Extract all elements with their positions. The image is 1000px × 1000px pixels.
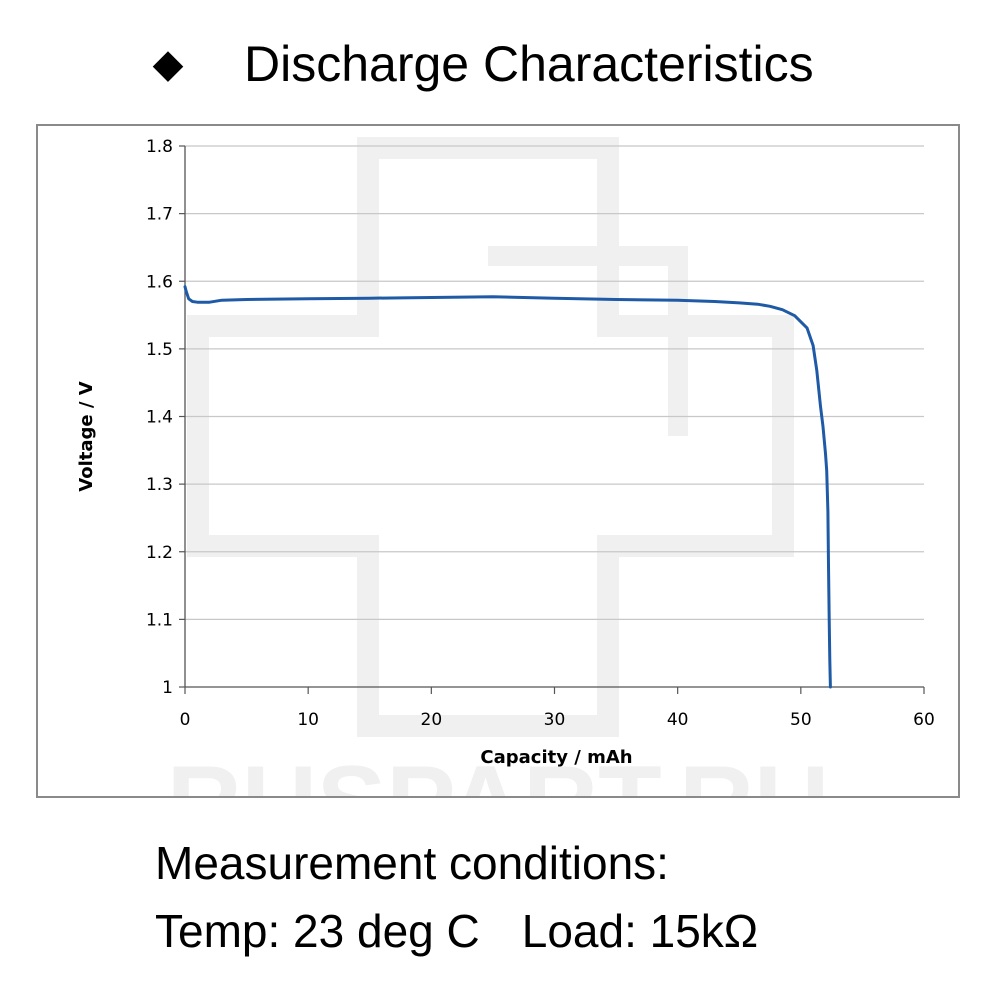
measurement-conditions: Measurement conditions: Temp: 23 deg C Lo… — [155, 832, 975, 962]
y-tick-label: 1.4 — [146, 408, 173, 428]
y-axis-label: Voltage / V — [76, 381, 97, 491]
x-tick-label: 40 — [667, 710, 689, 730]
watermark: RUSPART.RU — [167, 137, 830, 796]
grid — [185, 145, 924, 620]
x-tick-label: 10 — [297, 710, 319, 730]
watermark-cross-outer — [187, 137, 794, 737]
x-tick-label: 30 — [544, 710, 566, 730]
y-tick-label: 1.3 — [146, 475, 173, 495]
conditions-heading: Measurement conditions: — [155, 837, 669, 889]
y-tick-label: 1 — [162, 678, 173, 698]
series — [183, 285, 832, 689]
x-tick-label: 0 — [180, 710, 191, 730]
header: ◆ Discharge Characteristics — [0, 28, 1000, 98]
chart-frame: RUSPART.RU 1 1.1 1.2 1.3 1.4 1.5 1.6 1.7 1.8 0 10 2… — [36, 124, 960, 798]
discharge-curve — [183, 285, 832, 689]
y-tick-label: 1.8 — [146, 137, 173, 157]
page-title: Discharge Characteristics — [244, 36, 814, 92]
watermark-text: RUSPART.RU — [167, 745, 830, 796]
temp-condition: Temp: 23 deg C — [155, 905, 480, 957]
y-tick-label: 1.1 — [146, 610, 173, 630]
x-tick-label: 60 — [913, 710, 935, 730]
x-axis-label: Capacity / mAh — [480, 747, 632, 768]
load-condition: Load: 15kΩ — [521, 905, 759, 957]
discharge-chart: RUSPART.RU 1 1.1 1.2 1.3 1.4 1.5 1.6 1.7 1.8 0 10 2… — [76, 137, 935, 796]
x-tick-label: 50 — [790, 710, 812, 730]
y-tick-label: 1.6 — [146, 272, 173, 292]
y-tick-label: 1.5 — [146, 340, 173, 360]
conditions-line: Temp: 23 deg C Load: 15kΩ — [155, 900, 975, 962]
y-tick-label: 1.2 — [146, 543, 173, 563]
tick-labels: 1 1.1 1.2 1.3 1.4 1.5 1.6 1.7 1.8 0 10 20 30 40 50 60 — [146, 137, 935, 730]
axes — [179, 145, 925, 694]
diamond-bullet-icon: ◆ — [152, 42, 184, 86]
y-tick-label: 1.7 — [146, 205, 173, 225]
x-tick-label: 20 — [421, 710, 443, 730]
watermark-cross-inner — [488, 246, 688, 436]
